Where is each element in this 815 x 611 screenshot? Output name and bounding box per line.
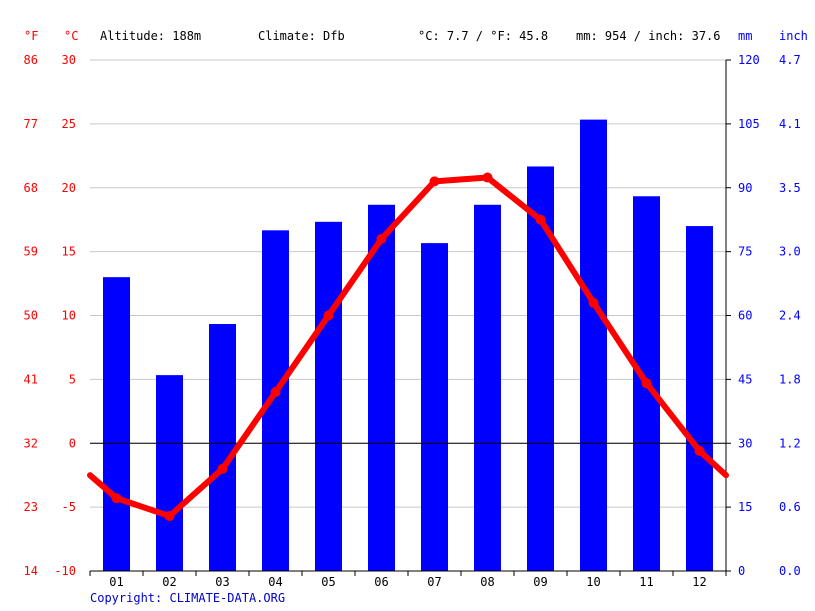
month-label: 10	[586, 575, 600, 589]
tick-labels: 86 30 120 4.777 25 105 4.168 20 90 3.559 15 75 3.050…	[24, 53, 801, 589]
month-label: 03	[215, 575, 229, 589]
tick-label-fahrenheit: 77	[24, 117, 38, 131]
tick-label-celsius: 10	[62, 309, 76, 323]
tick-label-mm: 60	[738, 309, 752, 323]
grid-lines	[90, 59, 726, 508]
tick-label-celsius: -10	[54, 564, 76, 578]
month-label: 04	[268, 575, 282, 589]
temperature-point	[217, 463, 228, 474]
tick-label-inch: 0.0	[779, 564, 801, 578]
precipitation-bar	[474, 204, 501, 572]
tick-label-celsius: 0	[69, 436, 76, 450]
unit-fahrenheit-label: °F	[24, 29, 38, 43]
tick-label-mm: 30	[738, 436, 752, 450]
unit-celsius-label: °C	[64, 29, 78, 43]
temperature-point	[429, 176, 440, 187]
month-label: 05	[321, 575, 335, 589]
tick-label-inch: 0.6	[779, 500, 801, 514]
tick-label-inch: 2.4	[779, 309, 801, 323]
precipitation-bar	[103, 277, 130, 571]
temperature-point	[111, 493, 122, 504]
tick-label-fahrenheit: 14	[24, 564, 38, 578]
tick-label-inch: 1.8	[779, 372, 801, 386]
axes	[89, 59, 731, 576]
tick-label-fahrenheit: 86	[24, 53, 38, 67]
climate-label: Climate: Dfb	[258, 29, 345, 43]
tick-label-inch: 4.1	[779, 117, 801, 131]
tick-label-celsius: 20	[62, 181, 76, 195]
temperature-point	[376, 233, 387, 244]
unit-mm-label: mm	[738, 29, 752, 43]
tick-label-inch: 1.2	[779, 436, 801, 450]
tick-label-fahrenheit: 68	[24, 181, 38, 195]
tick-label-fahrenheit: 32	[24, 436, 38, 450]
month-label: 09	[533, 575, 547, 589]
precipitation-bar	[209, 324, 236, 571]
month-label: 06	[374, 575, 388, 589]
tick-label-celsius: 25	[62, 117, 76, 131]
month-label: 08	[480, 575, 494, 589]
temperature-point	[270, 387, 281, 398]
tick-label-mm: 120	[738, 53, 760, 67]
temperature-point	[641, 378, 652, 389]
month-label: 12	[692, 575, 706, 589]
precipitation-bar	[368, 204, 395, 572]
tick-label-celsius: 5	[69, 372, 76, 386]
temperature-line-path	[87, 174, 729, 520]
tick-label-mm: 90	[738, 181, 752, 195]
month-label: 01	[109, 575, 123, 589]
copyright-label: Copyright: CLIMATE-DATA.ORG	[90, 591, 286, 605]
precipitation-total-label: mm: 954 / inch: 37.6	[576, 29, 721, 43]
precipitation-bar	[580, 119, 607, 571]
precipitation-bar	[527, 166, 554, 572]
temperature-point	[588, 297, 599, 308]
precipitation-bar	[686, 226, 713, 571]
temperature-point	[694, 445, 705, 456]
tick-label-inch: 3.5	[779, 181, 801, 195]
precipitation-bar	[156, 375, 183, 571]
tick-label-celsius: 15	[62, 245, 76, 259]
tick-label-mm: 75	[738, 245, 752, 259]
temperature-line	[87, 172, 729, 522]
tick-label-celsius: -5	[62, 500, 76, 514]
tick-label-inch: 4.7	[779, 53, 801, 67]
tick-label-fahrenheit: 50	[24, 309, 38, 323]
month-label: 02	[162, 575, 176, 589]
tick-label-fahrenheit: 59	[24, 245, 38, 259]
tick-label-fahrenheit: 41	[24, 372, 38, 386]
tick-label-mm: 45	[738, 372, 752, 386]
tick-label-mm: 15	[738, 500, 752, 514]
altitude-label: Altitude: 188m	[100, 29, 201, 43]
tick-label-mm: 105	[738, 117, 760, 131]
unit-inch-label: inch	[779, 29, 808, 43]
month-label: 07	[427, 575, 441, 589]
average-temperature-label: °C: 7.7 / °F: 45.8	[418, 29, 548, 43]
precipitation-bar	[315, 221, 342, 572]
month-label: 11	[639, 575, 653, 589]
tick-label-fahrenheit: 23	[24, 500, 38, 514]
precipitation-bar	[421, 243, 448, 571]
temperature-point	[535, 214, 546, 225]
temperature-point	[164, 511, 175, 522]
tick-label-inch: 3.0	[779, 245, 801, 259]
tick-label-mm: 0	[738, 564, 745, 578]
temperature-point	[482, 172, 493, 183]
tick-label-celsius: 30	[62, 53, 76, 67]
temperature-point	[323, 310, 334, 321]
